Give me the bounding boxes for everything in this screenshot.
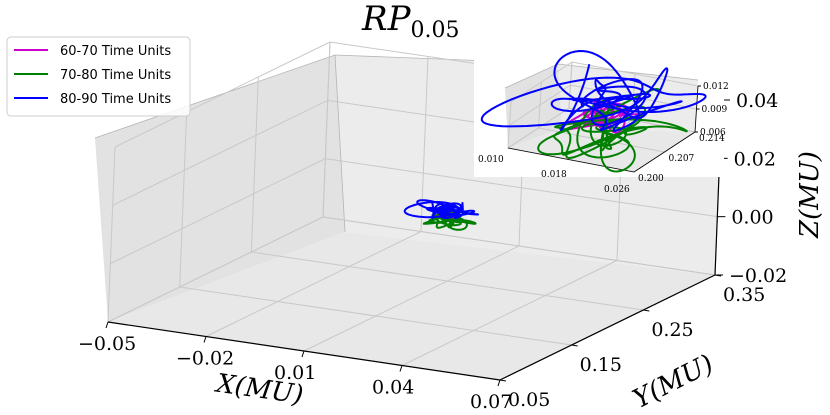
chart-title: RP0.05 xyxy=(361,0,459,43)
y-axis-label: Y(MU) xyxy=(628,349,718,415)
left-pane xyxy=(95,55,345,322)
z-axis-label: Z(MU) xyxy=(795,151,825,239)
x-tick-label-1: −0.02 xyxy=(176,348,234,370)
floor-pane xyxy=(108,232,715,380)
y-tick-label-0: 0.05 xyxy=(508,389,550,411)
inset-frame-top xyxy=(504,63,699,89)
x-tick-3 xyxy=(399,365,403,372)
inset-x-tick-label-2: 0.026 xyxy=(604,185,630,195)
z-tick-label-2: 0.02 xyxy=(734,148,776,170)
y-tick-2 xyxy=(643,309,650,312)
inset-x-axis-line xyxy=(507,147,635,173)
x-tick-label-4: 0.07 xyxy=(470,391,512,413)
inset-x-tick-label-0: 0.010 xyxy=(478,155,504,165)
legend-items: 60-70 Time Units 70-80 Time Units 80-90 Ti… xyxy=(14,44,171,107)
legend-label-2: 80-90 Time Units xyxy=(60,92,171,107)
z-tick-label-3: 0.04 xyxy=(736,90,778,112)
inset-grid-z-2 xyxy=(510,61,699,103)
inset-series-line-1 xyxy=(537,88,688,173)
inset-z-tick-label-0: 0.006 xyxy=(700,128,726,138)
inset-z-tick-label-1: 0.009 xyxy=(702,105,728,115)
y-tick-label-2: 0.25 xyxy=(651,319,693,341)
legend: 60-70 Time Units 70-80 Time Units 80-90 Ti… xyxy=(6,36,191,117)
x-tick-4 xyxy=(497,379,501,387)
y-tick-1 xyxy=(571,344,578,347)
inset-y-tick-label-0: 0.200 xyxy=(638,174,664,184)
inset-y-tick-label-1: 0.207 xyxy=(669,154,695,164)
pane-frame-corner xyxy=(334,54,346,233)
main-series-line-2 xyxy=(403,199,479,220)
main-ticks: −0.05−0.020.010.040.070.050.150.250.35−0… xyxy=(78,90,787,413)
legend-label-1: 70-80 Time Units xyxy=(60,68,171,83)
inset-series-line-2 xyxy=(480,50,707,132)
y-tick-label-1: 0.15 xyxy=(580,354,622,376)
inset-x-tick-label-1: 0.018 xyxy=(541,170,567,180)
main-series-line-1 xyxy=(422,209,477,231)
legend-box xyxy=(6,36,191,117)
x-tick-1 xyxy=(203,336,207,343)
inset-y-axis-line xyxy=(633,131,696,173)
y-tick-label-3: 0.35 xyxy=(723,284,765,306)
z-tick-label-1: 0.00 xyxy=(731,207,773,229)
inset-trajectories xyxy=(480,50,707,173)
legend-label-0: 60-70 Time Units xyxy=(60,44,171,59)
inset-z-tick-label-2: 0.012 xyxy=(703,82,729,92)
inset-y-tick-label-2: 0.214 xyxy=(699,134,725,144)
x-tick-label-2: 0.01 xyxy=(274,362,316,384)
x-tick-label-0: −0.05 xyxy=(78,333,136,355)
y-tick-0 xyxy=(499,379,507,382)
inset-grid-z-0 xyxy=(507,107,696,149)
z-tick-label-0: −0.02 xyxy=(729,265,787,287)
grid-z-1 xyxy=(110,158,718,265)
x-tick-2 xyxy=(301,350,305,358)
grid-z-0 xyxy=(107,216,716,323)
main-trajectories xyxy=(403,199,479,231)
x-tick-label-3: 0.04 xyxy=(372,377,414,399)
x-tick-0 xyxy=(105,321,109,329)
y-axis-line xyxy=(499,274,716,381)
